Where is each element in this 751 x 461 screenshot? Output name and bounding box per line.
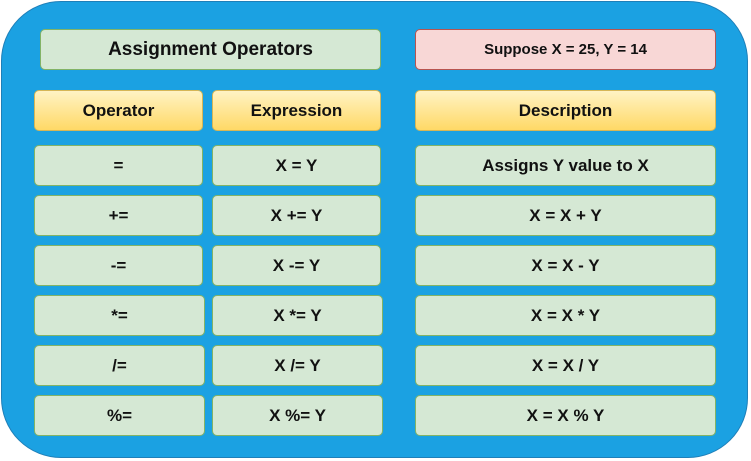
expression-cell: X -= Y <box>212 245 381 286</box>
description-cell: X = X / Y <box>415 345 716 386</box>
operator-cell: += <box>34 195 203 236</box>
description-cell: X = X - Y <box>415 245 716 286</box>
header-expression: Expression <box>212 90 381 131</box>
operator-cell: %= <box>34 395 205 436</box>
operator-cell: -= <box>34 245 203 286</box>
header-description: Description <box>415 90 716 131</box>
expression-cell: X %= Y <box>212 395 383 436</box>
description-cell: X = X + Y <box>415 195 716 236</box>
description-cell: Assigns Y value to X <box>415 145 716 186</box>
assumption-note: Suppose X = 25, Y = 14 <box>415 29 716 70</box>
description-cell: X = X % Y <box>415 395 716 436</box>
expression-cell: X += Y <box>212 195 381 236</box>
description-cell: X = X * Y <box>415 295 716 336</box>
operator-cell: = <box>34 145 203 186</box>
expression-cell: X = Y <box>212 145 381 186</box>
header-operator: Operator <box>34 90 203 131</box>
operator-cell: /= <box>34 345 205 386</box>
expression-cell: X *= Y <box>212 295 383 336</box>
expression-cell: X /= Y <box>212 345 383 386</box>
operator-cell: *= <box>34 295 205 336</box>
diagram-title: Assignment Operators <box>40 29 381 70</box>
